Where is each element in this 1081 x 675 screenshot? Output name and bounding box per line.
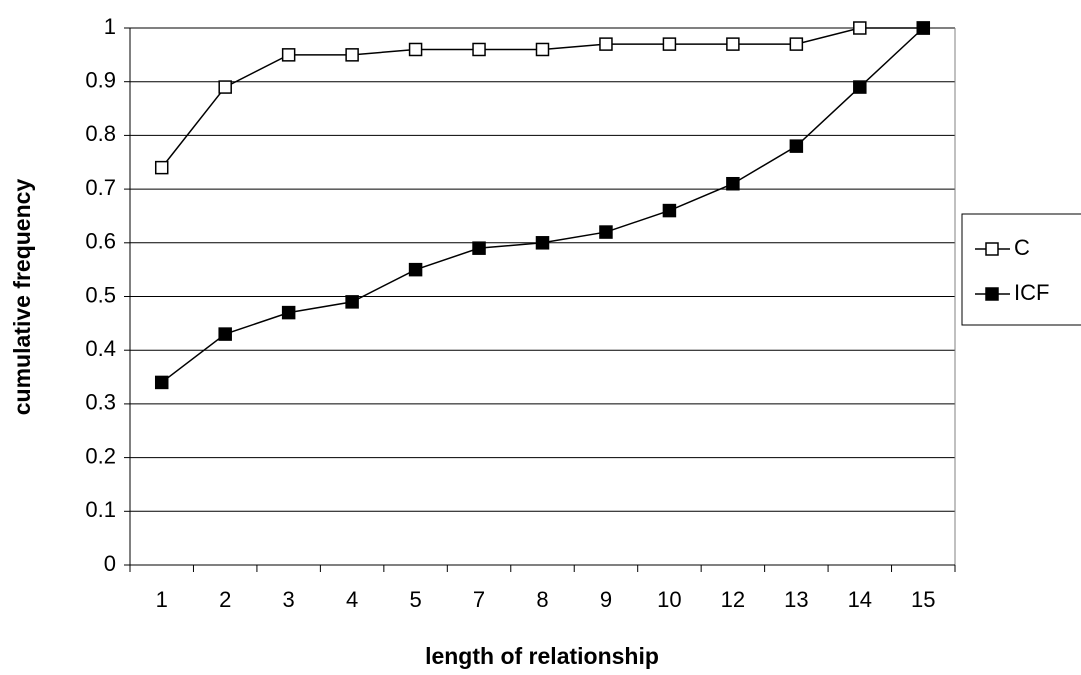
legend-label: C — [1014, 235, 1030, 260]
x-tick-label: 1 — [156, 587, 168, 612]
legend-box — [961, 213, 1081, 326]
data-point — [218, 327, 232, 341]
data-point — [726, 176, 740, 191]
data-point — [916, 21, 931, 35]
legend-label: ICF — [1014, 280, 1049, 305]
x-tick-label: 2 — [219, 587, 231, 612]
data-point — [281, 305, 296, 320]
x-tick-label: 13 — [784, 587, 808, 612]
data-point — [789, 37, 804, 51]
data-point — [154, 375, 169, 390]
x-tick-label: 14 — [848, 587, 872, 612]
y-tick-label: 0.4 — [85, 336, 116, 361]
y-tick-label: 0.2 — [85, 443, 116, 468]
legend-marker — [985, 242, 999, 256]
legend-marker — [985, 287, 999, 301]
y-tick-label: 0.7 — [85, 175, 116, 200]
data-point — [472, 241, 486, 255]
data-point — [726, 37, 740, 51]
data-point — [535, 236, 550, 250]
data-point — [662, 203, 677, 218]
x-tick-label: 10 — [657, 587, 681, 612]
data-point — [345, 295, 359, 309]
x-tick-label: 3 — [283, 587, 295, 612]
y-tick-label: 0.5 — [85, 282, 116, 307]
y-tick-label: 0 — [104, 551, 116, 576]
y-tick-label: 0.9 — [85, 68, 116, 93]
data-point — [599, 225, 613, 239]
x-tick-label: 4 — [346, 587, 358, 612]
y-tick-label: 0.1 — [85, 497, 116, 522]
data-point — [853, 80, 867, 94]
x-tick-label: 12 — [721, 587, 745, 612]
x-tick-label: 15 — [911, 587, 935, 612]
x-tick-label: 5 — [409, 587, 421, 612]
y-tick-label: 0.8 — [85, 121, 116, 146]
data-point — [218, 80, 232, 94]
x-tick-label: 7 — [473, 587, 485, 612]
x-axis-title: length of relationship — [425, 643, 659, 669]
y-axis-title: cumulative frequency — [9, 179, 35, 416]
data-point — [472, 42, 486, 57]
y-tick-label: 0.3 — [85, 390, 116, 415]
data-point — [662, 37, 677, 51]
x-tick-label: 9 — [600, 587, 612, 612]
data-point — [408, 262, 423, 277]
series-line — [161, 27, 924, 384]
data-point — [281, 48, 296, 62]
y-tick-label: 0.6 — [85, 229, 116, 254]
data-point — [599, 37, 613, 51]
data-point — [789, 139, 804, 153]
data-point — [345, 48, 359, 62]
data-point — [853, 21, 867, 35]
data-point — [535, 42, 550, 57]
y-tick-label: 1 — [104, 14, 116, 39]
data-point — [408, 42, 423, 57]
x-tick-label: 8 — [536, 587, 548, 612]
data-point — [154, 160, 169, 175]
